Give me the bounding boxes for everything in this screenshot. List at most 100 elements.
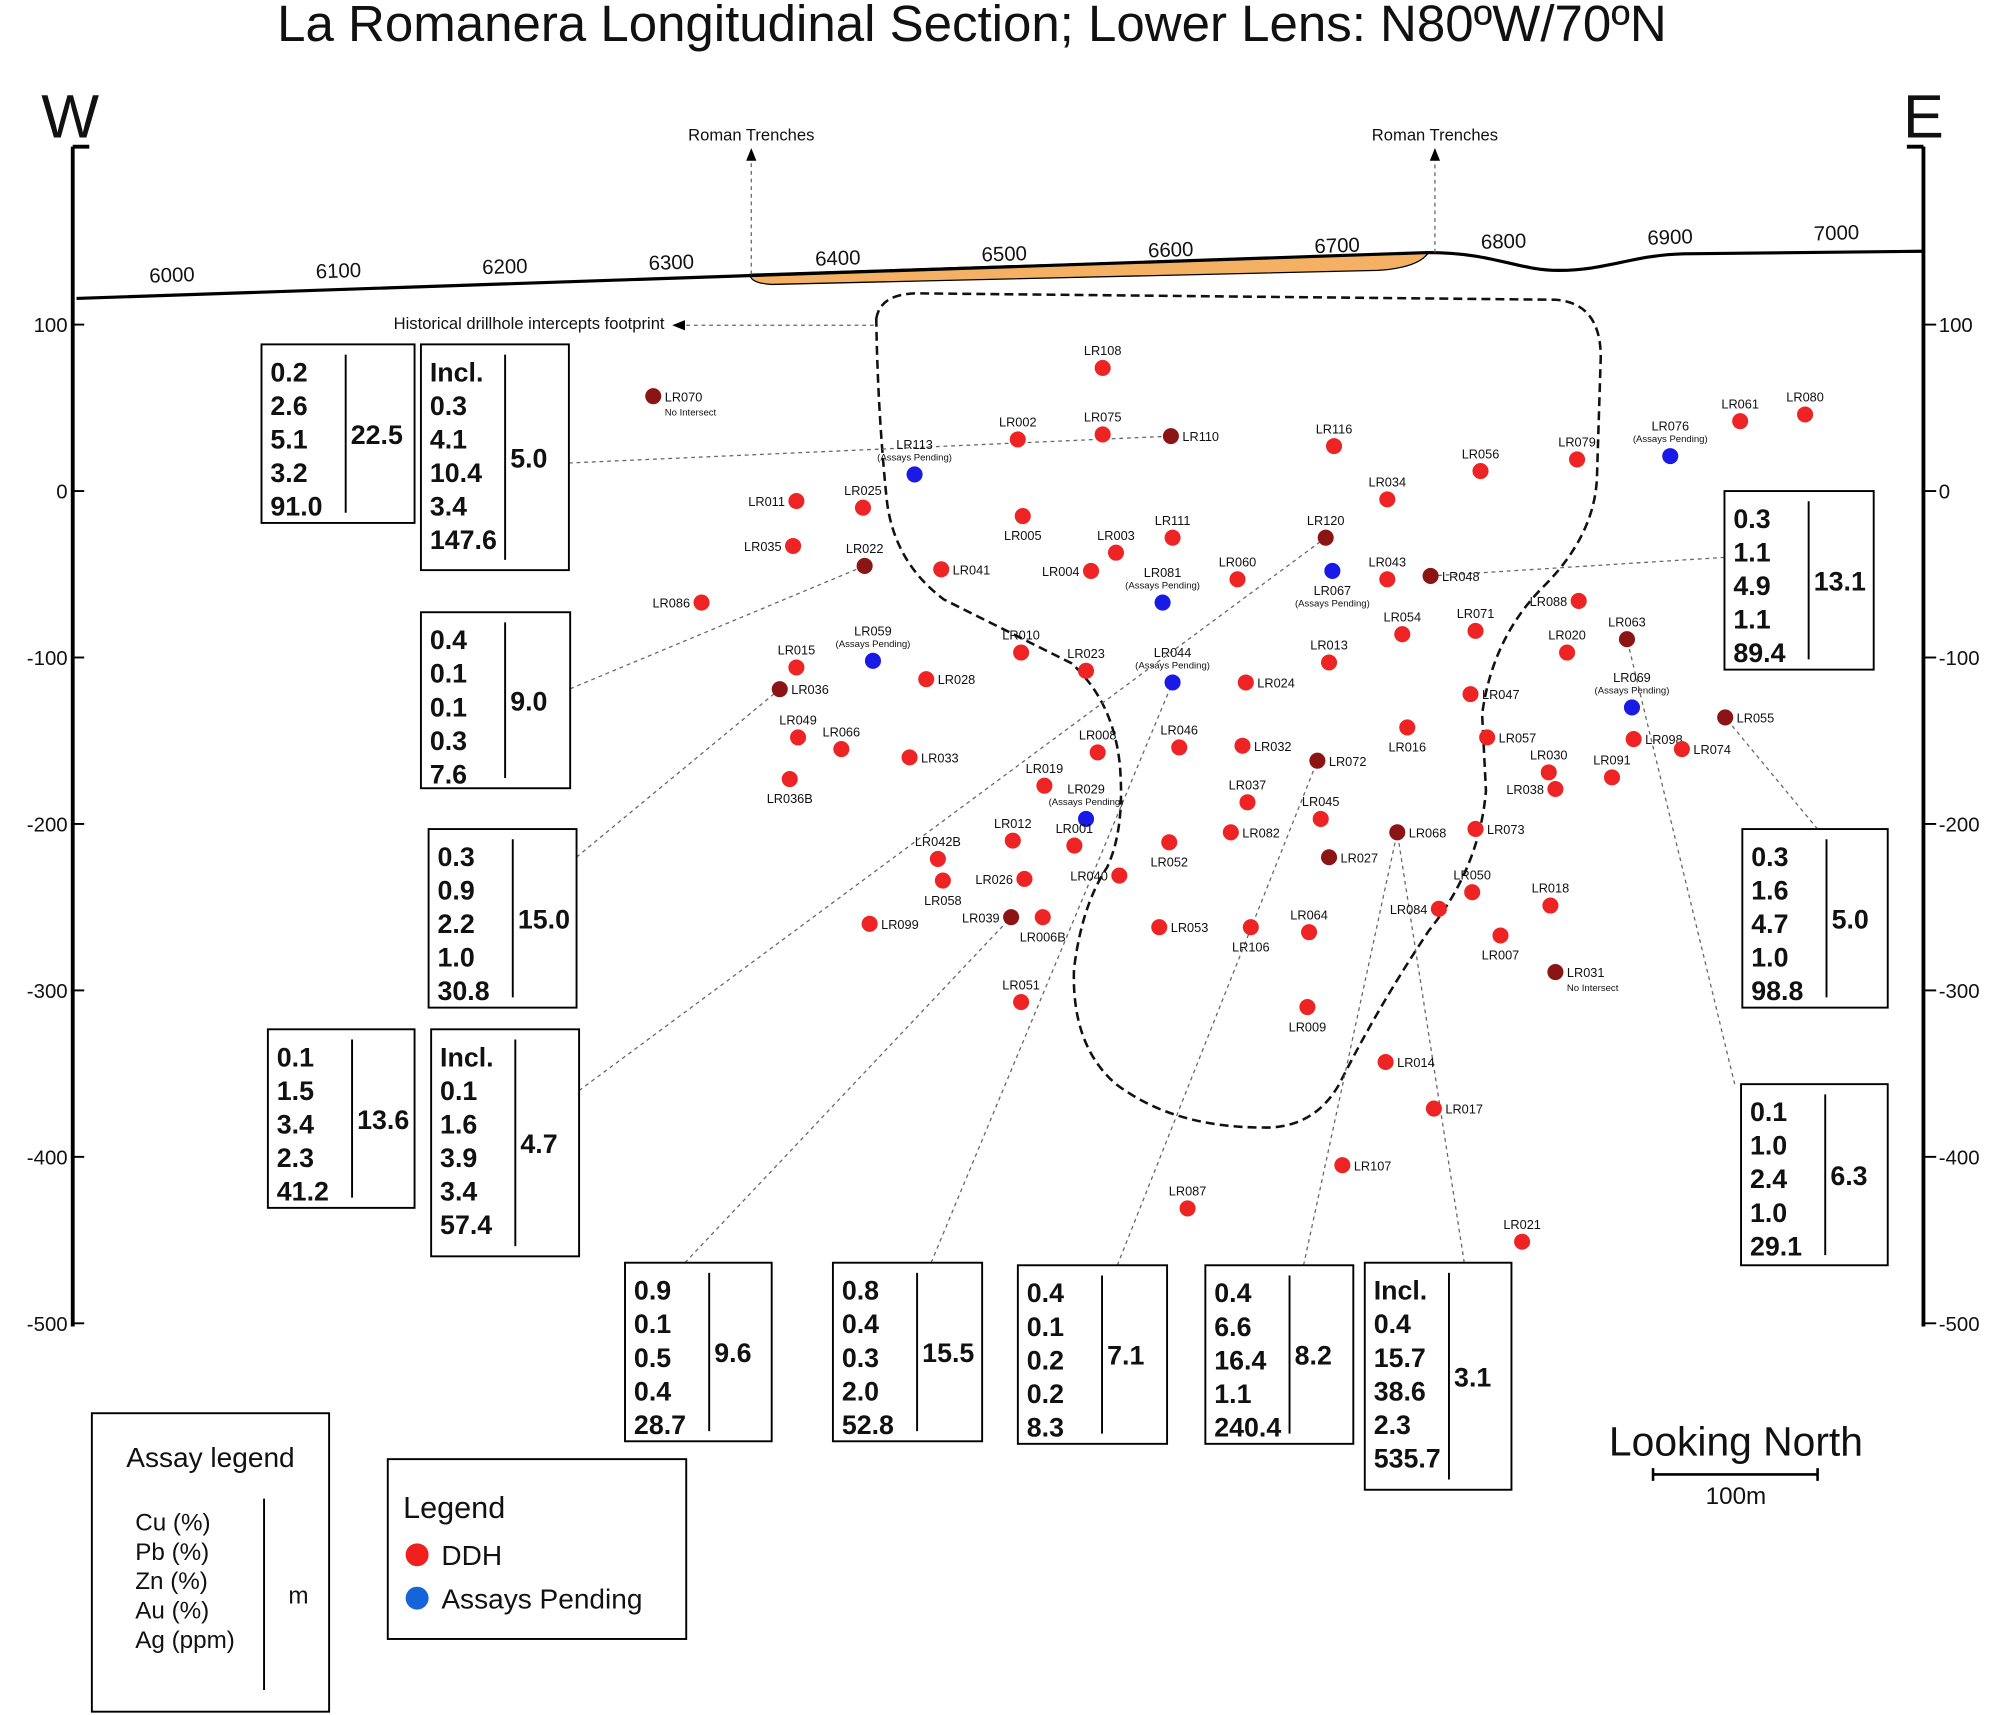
drillhole-note: (Assays Pending): [1135, 660, 1210, 671]
view-label: Looking North: [1609, 1418, 1863, 1464]
drillhole: [1094, 426, 1111, 443]
y-tick-label: -300: [27, 981, 68, 1003]
leader-line: [578, 537, 1327, 1092]
assay-width: 6.3: [1830, 1161, 1867, 1191]
drillhole-label: LR009: [1289, 1019, 1327, 1034]
assay-value: 0.4: [430, 625, 467, 655]
assay-box: Incl. 0.11.6 3.93.4 57.4 4.7: [430, 1028, 581, 1258]
assay-width: 3.1: [1454, 1362, 1491, 1392]
assay-value: 3.4: [430, 492, 467, 522]
assay-width: 22.5: [351, 420, 403, 450]
drillhole-label: LR107: [1354, 1158, 1392, 1173]
assay-width: 15.5: [922, 1338, 974, 1368]
drillhole-label: LR015: [778, 643, 816, 658]
drillhole-note: No Intersect: [665, 407, 717, 418]
drillhole: [1242, 919, 1259, 936]
drillhole: [861, 915, 878, 932]
drillhole-label: LR082: [1242, 825, 1280, 840]
y-tick-label: -400: [1939, 1148, 1980, 1170]
assay-value: 0.1: [440, 1076, 477, 1106]
drillhole: [1077, 662, 1095, 679]
assay-value: 1.0: [438, 943, 475, 973]
arrow-head: [1429, 147, 1441, 161]
assay-width: 5.0: [510, 443, 547, 473]
assay-value: 91.0: [270, 492, 322, 522]
drillhole-label: LR091: [1593, 753, 1631, 768]
assay-legend-box: [90, 1412, 331, 1713]
drillhole-label: LR054: [1383, 609, 1421, 624]
assay-box-frame: [427, 828, 578, 1009]
assay-value: 2.0: [842, 1376, 879, 1406]
drillhole: [918, 671, 935, 688]
drillhole: [1732, 413, 1749, 430]
drillhole: [790, 729, 807, 746]
assay-box-frame: [419, 611, 572, 790]
drillhole: [1234, 737, 1251, 754]
roman-lens: [749, 251, 1430, 286]
assay-value: 52.8: [842, 1410, 894, 1440]
assay-box-frame: [1204, 1264, 1355, 1445]
drillhole: [1154, 594, 1171, 611]
assay-value: 89.4: [1733, 638, 1785, 668]
assay-value: 2.4: [1750, 1164, 1787, 1194]
assay-value: 0.1: [1750, 1097, 1787, 1127]
drillhole: [1164, 674, 1181, 691]
drillhole-label: LR111: [1155, 513, 1191, 528]
drillhole-label: LR039: [962, 910, 1000, 925]
assay-width: 9.0: [510, 686, 547, 716]
drillhole-label: LR023: [1067, 646, 1105, 661]
assay-header: Incl.: [430, 357, 484, 387]
drillhole: [1222, 824, 1239, 841]
drillhole-label: LR060: [1219, 555, 1257, 570]
assay-width: 13.1: [1814, 567, 1866, 597]
assay-value: 0.4: [842, 1309, 879, 1339]
assay-value: 1.5: [277, 1076, 314, 1106]
assay-header: Incl.: [1374, 1276, 1428, 1306]
assay-box-frame: [831, 1261, 984, 1443]
drillhole-label: LR106: [1232, 939, 1270, 954]
drillhole: [1016, 870, 1033, 887]
assay-box-frame: [624, 1261, 773, 1443]
assay-value: 10.4: [430, 458, 482, 488]
leader-line: [1396, 832, 1465, 1263]
leader-line: [1626, 639, 1736, 1085]
drillhole: [1425, 1100, 1442, 1117]
assay-box: 0.3 1.64.7 1.098.8 5.0: [1741, 828, 1889, 1009]
drillhole: [1301, 924, 1318, 941]
drillhole-note: No Intersect: [1567, 983, 1619, 994]
drillhole: [1422, 567, 1439, 584]
drillhole: [788, 659, 805, 676]
drillhole-label: LR059: [854, 623, 892, 638]
leader-line: [568, 435, 1171, 464]
drillhole-label: LR002: [999, 415, 1037, 430]
drillhole-label: LR019: [1026, 761, 1064, 776]
drillhole-label: LR041: [953, 562, 991, 577]
drillhole-label: LR012: [994, 816, 1032, 831]
assay-value: 0.1: [1027, 1312, 1064, 1342]
assay-box-frame: [430, 1028, 581, 1258]
leader-line: [1116, 760, 1318, 1266]
drillhole-label: LR043: [1369, 555, 1407, 570]
drillhole-label: LR088: [1530, 594, 1568, 609]
assay-width: 15.0: [518, 905, 570, 935]
drillhole: [1464, 884, 1481, 901]
drillhole: [901, 749, 918, 766]
drillhole: [1164, 529, 1181, 546]
assay-box-frame: [260, 343, 416, 524]
drillhole-label: LR080: [1786, 390, 1824, 405]
assay-value: 98.8: [1751, 976, 1803, 1006]
drillhole: [1034, 909, 1051, 926]
drillhole: [1618, 631, 1636, 648]
assay-value: 0.4: [1027, 1278, 1064, 1308]
assay-value: 1.6: [440, 1109, 477, 1139]
trench-label: Roman Trenches: [1372, 125, 1498, 144]
assay-value: 0.1: [277, 1042, 314, 1072]
drillhole: [1013, 994, 1030, 1011]
drillhole-label: LR040: [1070, 869, 1108, 884]
trench-label: Roman Trenches: [688, 125, 814, 144]
y-tick-label: 0: [1939, 482, 1950, 504]
drillhole-label: LR006B: [1020, 929, 1066, 944]
drillhole-label: LR072: [1329, 754, 1367, 769]
